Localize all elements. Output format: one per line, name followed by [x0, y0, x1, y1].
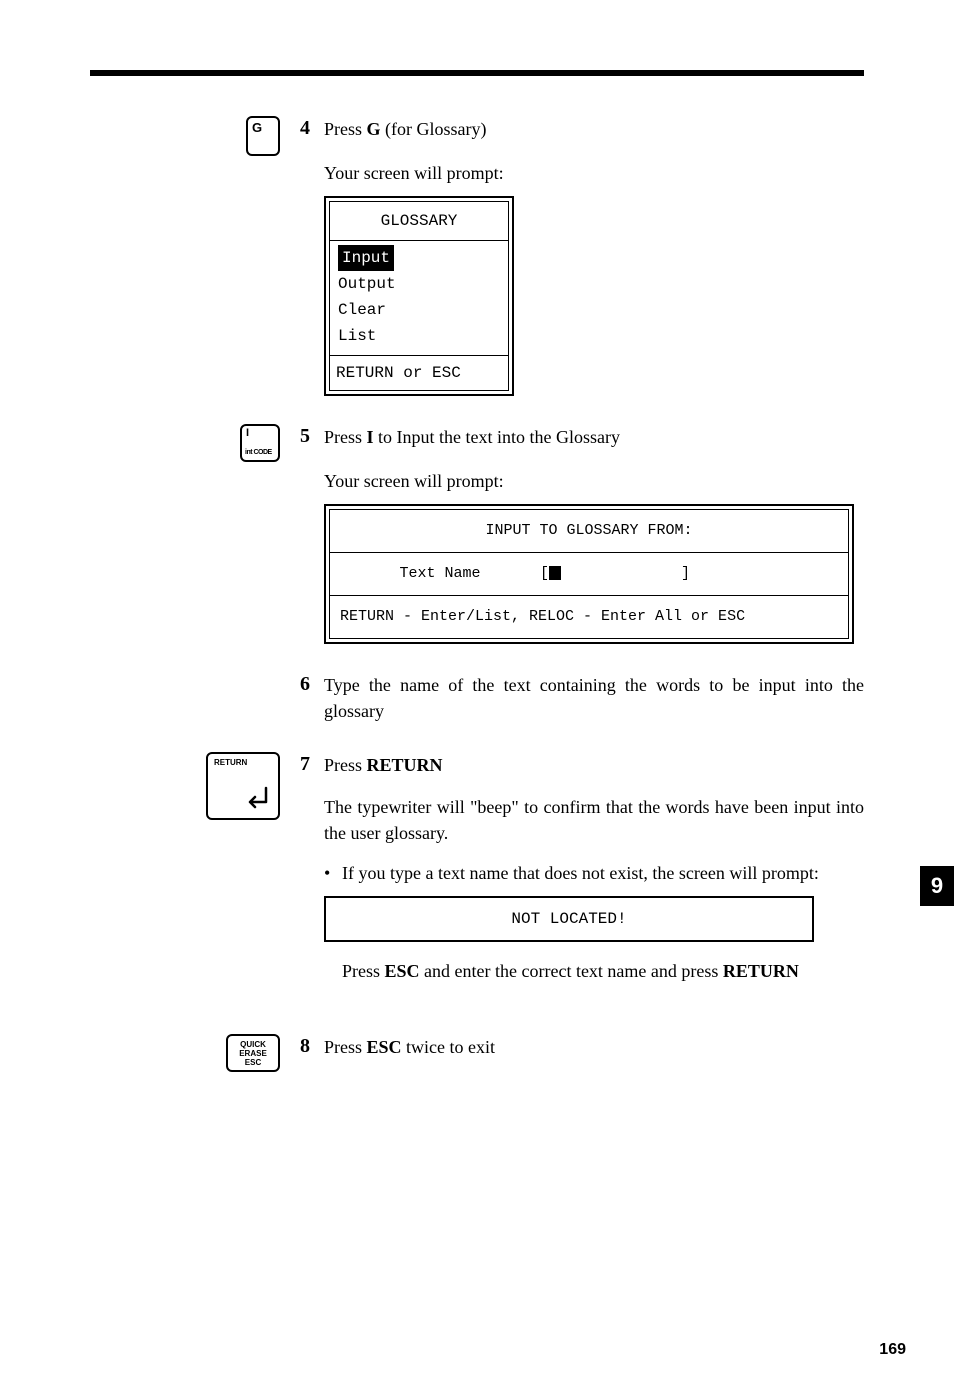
step-8-number: 8 — [300, 1034, 324, 1058]
step-4-number: 4 — [300, 116, 324, 140]
glossary-item-input: Input — [338, 245, 394, 271]
keycap-g-label: G — [252, 120, 262, 135]
step-8-instruction: Press ESC twice to exit — [324, 1034, 864, 1060]
step-5-prompt-lead: Your screen will prompt: — [324, 468, 864, 494]
keycap-g: G — [246, 116, 280, 156]
glossary-dialog-title: GLOSSARY — [330, 202, 508, 241]
step-6-number: 6 — [300, 672, 324, 696]
keycap-esc-l1: QUICK — [234, 1040, 272, 1049]
cursor-icon — [549, 566, 561, 580]
step-6-text: Type the name of the text containing the… — [324, 672, 864, 724]
step-5-instruction: Press I to Input the text into the Gloss… — [324, 424, 864, 450]
keycap-esc: QUICK ERASE ESC — [226, 1034, 280, 1072]
step-4-row: G 4 Press G (for Glossary) Your screen w… — [90, 116, 864, 396]
keycap-i: I int CODE — [240, 424, 280, 462]
input-dialog-footer: RETURN - Enter/List, RELOC - Enter All o… — [330, 596, 848, 638]
step-7-after: Press ESC and enter the correct text nam… — [324, 958, 864, 984]
step-5-row: I int CODE 5 Press I to Input the text i… — [90, 424, 864, 644]
step-7-bullet: • If you type a text name that does not … — [324, 860, 864, 886]
step-7-row: RETURN 7 Press RETURN The typewriter wil… — [90, 752, 864, 984]
step-4-instruction: Press G (for Glossary) — [324, 116, 864, 142]
bullet-icon: • — [324, 860, 342, 886]
input-dialog: INPUT TO GLOSSARY FROM: Text Name [] RET… — [324, 504, 854, 644]
input-dialog-field-row: Text Name [] — [330, 553, 848, 596]
keycap-esc-l3: ESC — [234, 1058, 272, 1067]
keycap-return: RETURN — [206, 752, 280, 820]
step-6-row: 6 Type the name of the text containing t… — [90, 672, 864, 724]
input-dialog-title: INPUT TO GLOSSARY FROM: — [330, 510, 848, 553]
manual-page: G 4 Press G (for Glossary) Your screen w… — [0, 0, 954, 1387]
page-number: 169 — [879, 1341, 906, 1359]
input-dialog-field: [] — [540, 561, 838, 587]
step-5-number: 5 — [300, 424, 324, 448]
keycap-return-label: RETURN — [214, 758, 247, 767]
chapter-tab: 9 — [920, 866, 954, 906]
glossary-dialog-items: Input Output Clear List — [330, 241, 508, 355]
step-7-number: 7 — [300, 752, 324, 776]
not-located-message: NOT LOCATED! — [324, 896, 814, 942]
glossary-dialog: GLOSSARY Input Output Clear List RETURN … — [324, 196, 514, 396]
top-rule — [90, 70, 864, 76]
input-dialog-label: Text Name — [340, 561, 540, 587]
step-4-prompt-lead: Your screen will prompt: — [324, 160, 864, 186]
step-7-bullet-text: If you type a text name that does not ex… — [342, 860, 864, 886]
keycap-i-sublabel: int CODE — [245, 447, 272, 458]
keycap-esc-l2: ERASE — [234, 1049, 272, 1058]
glossary-item-output: Output — [338, 271, 500, 297]
keycap-i-label: I — [246, 428, 274, 439]
step-8-row: QUICK ERASE ESC 8 Press ESC twice to exi… — [90, 1034, 864, 1072]
return-arrow-icon — [242, 786, 272, 812]
step-7-para: The typewriter will "beep" to confirm th… — [324, 794, 864, 846]
step-7-instruction: Press RETURN — [324, 752, 864, 778]
glossary-item-clear: Clear — [338, 297, 500, 323]
glossary-item-list: List — [338, 323, 500, 349]
glossary-dialog-footer: RETURN or ESC — [330, 355, 508, 390]
